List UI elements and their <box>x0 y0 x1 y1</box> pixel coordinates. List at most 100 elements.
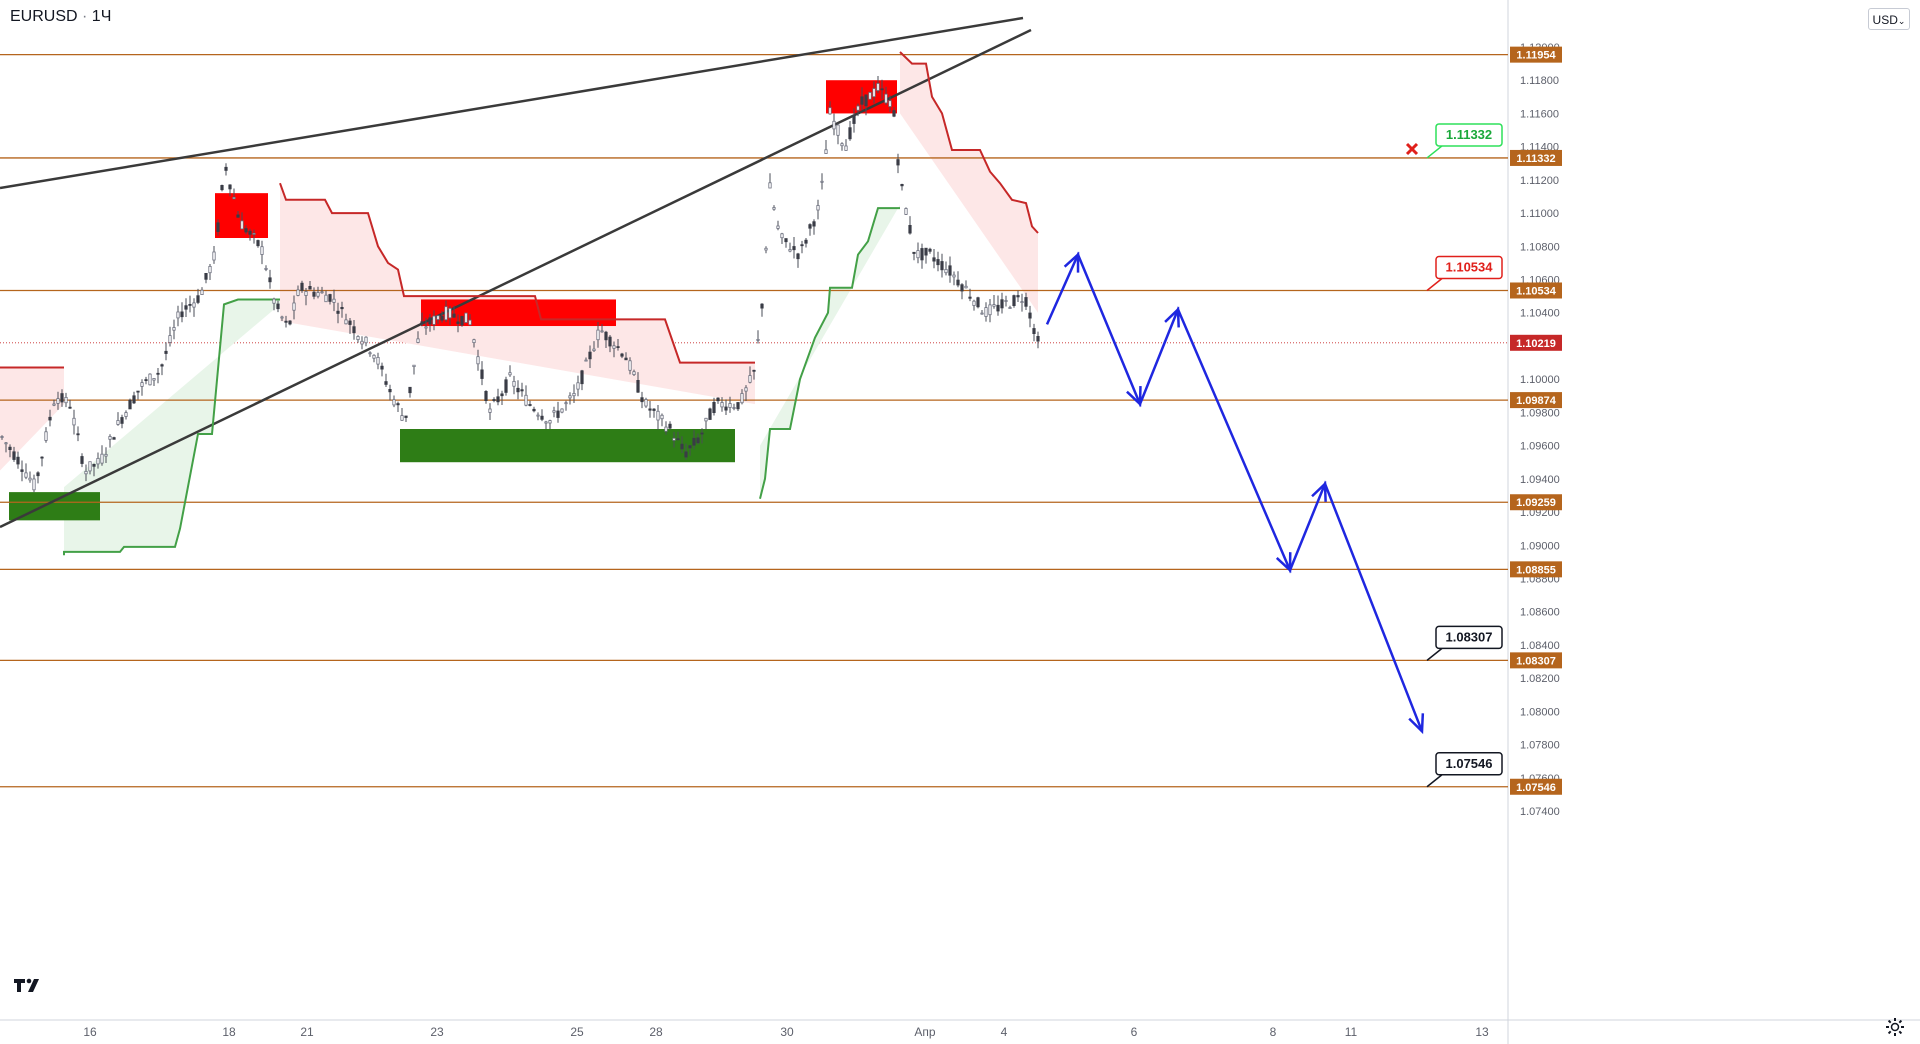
candle-bull <box>952 274 956 278</box>
candle-bear <box>796 253 800 260</box>
candle-bull <box>964 285 968 289</box>
candle-bear <box>16 456 20 465</box>
candle-bull <box>660 414 664 420</box>
candle-bear <box>308 285 312 290</box>
cross-marker-icon <box>1405 142 1419 156</box>
candle-bear <box>156 372 160 375</box>
candle-bull <box>816 205 820 211</box>
candle-bull <box>916 250 920 259</box>
candle-bull <box>844 145 848 151</box>
level-price-tag <box>1510 778 1562 795</box>
candle-bear <box>540 415 544 420</box>
candle-bear <box>680 443 684 450</box>
candle-bull <box>356 336 360 340</box>
candle-bull <box>776 225 780 229</box>
candle-bear <box>492 399 496 401</box>
candle-bull <box>824 149 828 154</box>
candle-bear <box>380 365 384 370</box>
supertrend-down-fill <box>0 367 64 471</box>
candle-bear <box>188 303 192 306</box>
gear-icon[interactable] <box>1884 1016 1906 1038</box>
candle-bull <box>364 336 368 344</box>
candle-bull <box>56 398 60 404</box>
candle-bull <box>124 412 128 417</box>
callout-box <box>1435 752 1503 776</box>
price-tick-label: 1.09000 <box>1520 540 1560 552</box>
candle-bull <box>424 326 428 329</box>
candle-bear <box>480 369 484 379</box>
candle-bear <box>36 472 40 477</box>
candle-bull <box>104 453 108 457</box>
candle-bear <box>20 469 24 472</box>
candle-bull <box>232 196 236 200</box>
level-price-tag <box>1510 282 1562 299</box>
symbol-title[interactable]: EURUSD · 1Ч <box>10 8 111 26</box>
time-tick-label: 30 <box>780 1025 794 1039</box>
level-price-tag <box>1510 149 1562 166</box>
candle-bear <box>312 291 316 297</box>
candle-bull <box>208 265 212 274</box>
candle-bear <box>760 303 764 309</box>
candle-bull <box>988 304 992 316</box>
candle-bull <box>548 420 552 424</box>
candle-bear <box>624 357 628 361</box>
candle-bull <box>148 373 152 386</box>
candle-bear <box>144 379 148 382</box>
candle-bull <box>52 403 56 406</box>
candle-bull <box>768 182 772 189</box>
callout-label: 1.11332 <box>1446 127 1492 142</box>
candle-bull <box>168 335 172 343</box>
level-price-tag <box>1510 494 1562 511</box>
candle-bull <box>984 307 988 317</box>
candle-bull <box>780 233 784 239</box>
candle-bull <box>200 289 204 296</box>
candle-bear <box>276 303 280 310</box>
candle-bear <box>112 437 116 440</box>
candle-bull <box>372 354 376 359</box>
candle-bear <box>800 244 804 247</box>
candle-bear <box>1028 312 1032 319</box>
candle-bear <box>12 451 16 460</box>
candle-bear <box>636 379 640 393</box>
candle-bear <box>588 351 592 360</box>
tradingview-logo-icon[interactable] <box>10 970 46 1000</box>
candle-bear <box>288 320 292 325</box>
candle-bear <box>220 184 224 191</box>
upper-trendline <box>0 16 1024 190</box>
candle-bear <box>184 305 188 310</box>
candle-bull <box>316 292 320 297</box>
time-tick-label: 28 <box>649 1025 663 1039</box>
candle-bull <box>240 220 244 230</box>
price-tick-label: 1.08600 <box>1520 607 1560 619</box>
candle-bull <box>72 417 76 426</box>
candle-bull <box>552 410 556 413</box>
lower-trendline <box>0 28 1032 529</box>
candle-bull <box>392 399 396 406</box>
price-tick-label: 1.11000 <box>1520 208 1559 220</box>
candle-bear <box>528 404 532 406</box>
candle-bull <box>140 382 144 387</box>
candle-bear <box>684 451 688 458</box>
candle-bull <box>100 453 104 464</box>
candle-bear <box>812 221 816 227</box>
candle-bull <box>876 83 880 91</box>
level-price-tag-label: 1.09259 <box>1516 497 1556 509</box>
price-tick-label: 1.09800 <box>1520 407 1560 419</box>
candle-bear <box>76 433 80 436</box>
title-separator: · <box>82 8 88 25</box>
price-callouts: 1.11332 1.10534 1.08307 1.07546 <box>1426 123 1503 788</box>
time-tick-label: 25 <box>570 1025 584 1039</box>
candle-bear <box>160 364 164 367</box>
candle-bear <box>960 284 964 292</box>
candle-bear <box>340 306 344 310</box>
price-tick-label: 1.10400 <box>1520 308 1560 320</box>
currency-select[interactable]: USD⌄ <box>1868 8 1910 30</box>
callout-box <box>1435 255 1503 280</box>
candle-bull <box>628 360 632 371</box>
level-price-tag-label: 1.10534 <box>1516 285 1557 297</box>
forecast-path <box>1045 142 1425 735</box>
candle-bear <box>912 251 916 254</box>
time-tick-label: 11 <box>1345 1025 1358 1039</box>
candle-bull <box>28 477 32 481</box>
